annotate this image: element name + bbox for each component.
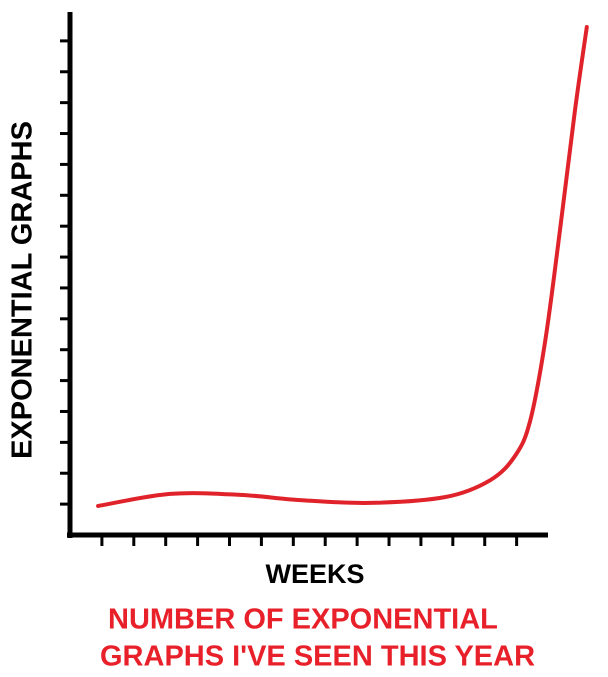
caption-line: GRAPHS I'VE SEEN THIS YEAR (100, 641, 535, 673)
x-axis-label: WEEKS (265, 559, 364, 589)
caption-line: NUMBER OF EXPONENTIAL (108, 604, 498, 636)
data-line (96, 24, 589, 508)
y-axis-label: EXPONENTIAL GRAPHS (7, 121, 39, 459)
